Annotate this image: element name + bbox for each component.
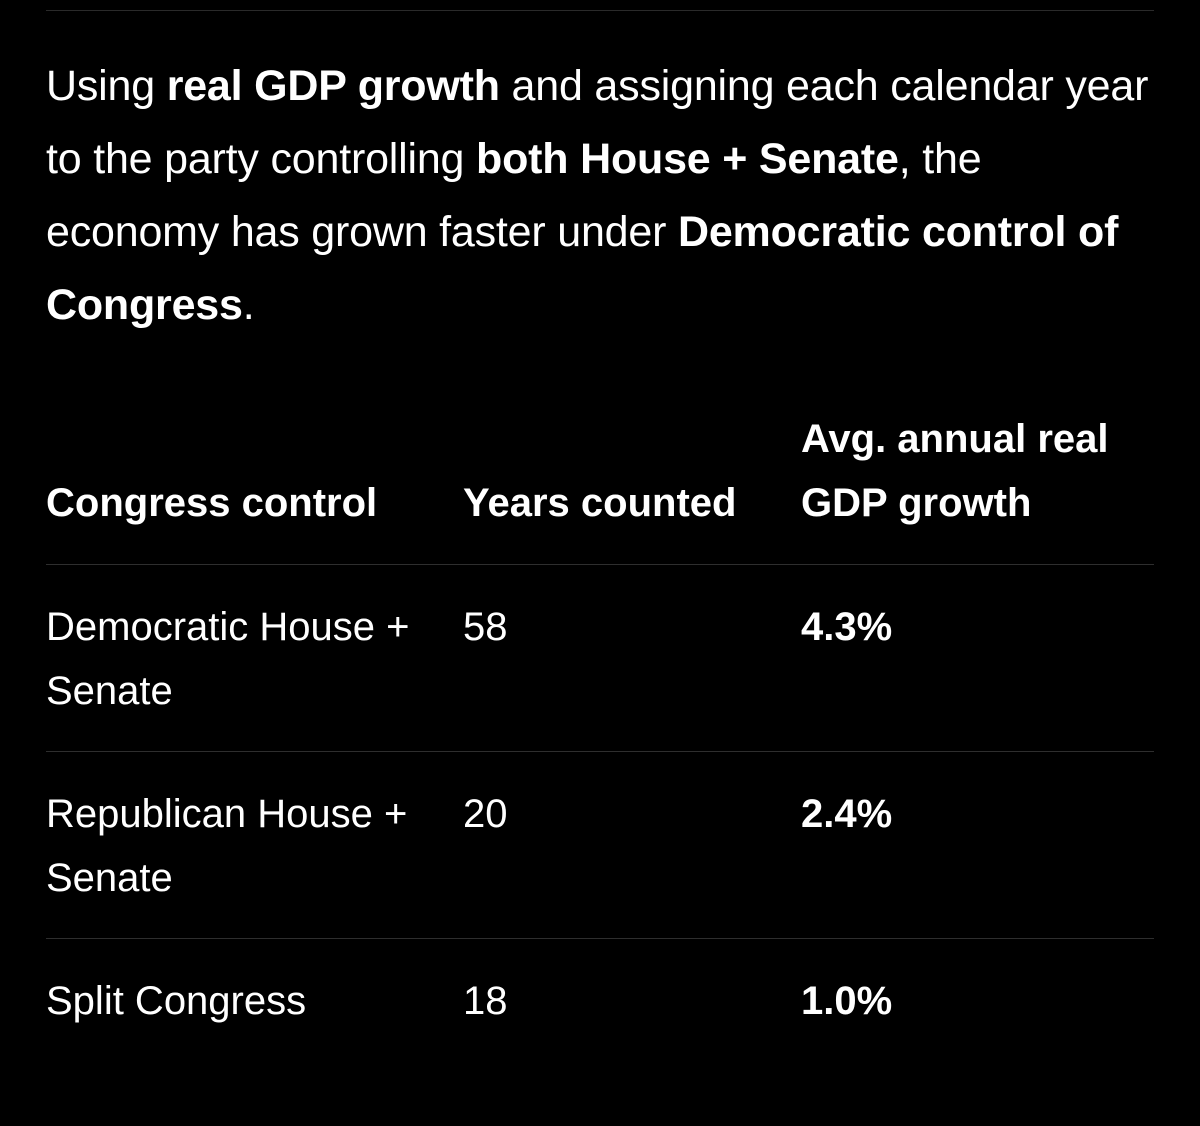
cell-congress-control: Split Congress: [46, 979, 307, 1023]
intro-bold-3: Democratic control of Congress: [46, 208, 1119, 329]
cell-years-counted: 18: [463, 979, 508, 1023]
header-avg-growth: Avg. annual real GDP growth: [801, 417, 1109, 525]
header-years-counted: Years counted: [463, 481, 737, 525]
intro-text-3: , the economy has grown faster under: [46, 135, 982, 256]
table-row: Republican House + Senate 20 2.4%: [46, 752, 1154, 939]
gdp-table: Congress control Years counted Avg. annu…: [46, 408, 1154, 1126]
cell-years-counted: 20: [463, 792, 508, 836]
intro-bold-1: real GDP growth: [166, 62, 500, 110]
table-row: Democratic House + Senate 58 4.3%: [46, 565, 1154, 752]
cell-avg-growth: 2.4%: [801, 792, 893, 836]
cell-avg-growth: 1.0%: [801, 979, 893, 1023]
table-row: Split Congress 18 1.0%: [46, 939, 1154, 1126]
table-header-row: Congress control Years counted Avg. annu…: [46, 408, 1154, 565]
cell-years-counted: 58: [463, 605, 508, 649]
intro-text-4: .: [242, 281, 255, 329]
cell-avg-growth: 4.3%: [801, 605, 893, 649]
intro-text-1: Using: [46, 62, 167, 110]
intro-paragraph: Using real GDP growth and assigning each…: [46, 50, 1156, 342]
intro-text-2: and assigning each calendar year to the …: [46, 62, 1149, 183]
cell-congress-control: Republican House + Senate: [46, 792, 408, 900]
top-divider: [46, 10, 1154, 11]
cell-congress-control: Democratic House + Senate: [46, 605, 410, 713]
header-congress-control: Congress control: [46, 481, 378, 525]
intro-bold-2: both House + Senate: [476, 135, 899, 183]
